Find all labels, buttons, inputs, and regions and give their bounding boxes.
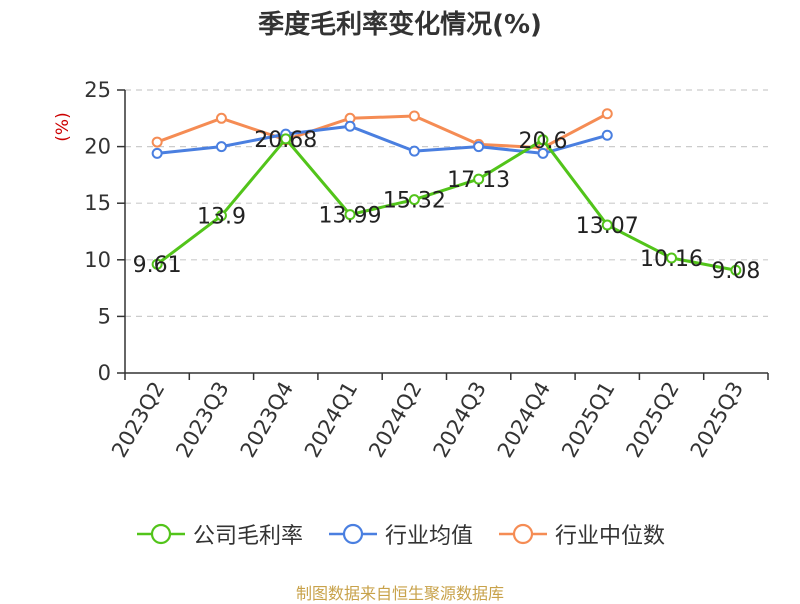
data-point bbox=[215, 112, 227, 124]
x-tick-label: 2024Q3 bbox=[429, 378, 491, 462]
series-line bbox=[156, 124, 608, 155]
data-label: 15.32 bbox=[383, 189, 446, 214]
data-point bbox=[151, 136, 163, 148]
legend-item[interactable]: 行业均值 bbox=[327, 518, 473, 550]
y-tick-label: 25 bbox=[84, 78, 111, 102]
data-point bbox=[601, 108, 613, 120]
legend-item[interactable]: 公司毛利率 bbox=[135, 518, 303, 550]
data-point bbox=[280, 133, 292, 145]
data-point bbox=[537, 147, 549, 159]
x-tick-label: 2023Q4 bbox=[236, 378, 298, 462]
x-tick-label: 2024Q1 bbox=[300, 378, 362, 462]
legend-label: 行业均值 bbox=[384, 524, 473, 549]
grid-lines bbox=[125, 89, 768, 317]
legend-marker-icon bbox=[136, 523, 185, 545]
data-point bbox=[408, 110, 420, 122]
x-tick-label: 2024Q4 bbox=[493, 378, 555, 462]
y-tick-label: 15 bbox=[84, 191, 111, 215]
data-point bbox=[151, 147, 163, 159]
data-point bbox=[151, 258, 163, 270]
legend-item[interactable]: 行业中位数 bbox=[497, 518, 665, 550]
y-axis-label: (%) bbox=[53, 112, 73, 141]
legend-label: 行业中位数 bbox=[555, 524, 666, 549]
data-label: 9.61 bbox=[133, 253, 182, 278]
data-label: 9.08 bbox=[711, 259, 760, 284]
data-point bbox=[601, 129, 613, 141]
data-point bbox=[408, 145, 420, 157]
data-point bbox=[344, 209, 356, 221]
series-lines bbox=[151, 108, 742, 276]
x-tick-label: 2025Q3 bbox=[686, 378, 748, 462]
x-tick-label: 2023Q3 bbox=[171, 378, 233, 462]
y-tick-label: 0 bbox=[98, 361, 111, 385]
x-tick-label: 2023Q2 bbox=[107, 378, 169, 462]
data-label: 20.68 bbox=[254, 128, 317, 153]
data-label: 17.13 bbox=[447, 168, 510, 193]
data-point bbox=[215, 141, 227, 153]
data-point bbox=[473, 173, 485, 185]
data-point bbox=[601, 219, 613, 231]
legend-marker-icon bbox=[328, 523, 377, 545]
series-line bbox=[156, 137, 737, 272]
legend: 公司毛利率 行业均值 行业中位数 bbox=[0, 518, 800, 550]
x-tick-label: 2025Q2 bbox=[621, 378, 683, 462]
legend-label: 公司毛利率 bbox=[192, 524, 303, 549]
data-label: 13.9 bbox=[197, 205, 246, 230]
data-label: 13.99 bbox=[319, 204, 382, 229]
source-footer: 制图数据来自恒生聚源数据库 bbox=[295, 584, 504, 603]
x-tick-label: 2025Q1 bbox=[557, 378, 619, 462]
data-point bbox=[473, 141, 485, 153]
y-tick-label: 20 bbox=[84, 135, 111, 159]
data-label: 20.6 bbox=[518, 129, 567, 154]
data-point bbox=[215, 210, 227, 222]
data-label: 10.16 bbox=[640, 247, 703, 272]
data-point bbox=[666, 252, 678, 264]
chart-title: 季度毛利率变化情况(%) bbox=[258, 10, 542, 40]
legend-marker-icon bbox=[499, 523, 547, 545]
y-tick-label: 10 bbox=[84, 248, 111, 272]
data-point bbox=[344, 120, 356, 132]
x-tick-label: 2024Q2 bbox=[364, 378, 426, 462]
data-point bbox=[730, 264, 742, 276]
data-label: 13.07 bbox=[576, 214, 639, 239]
data-point bbox=[408, 194, 420, 206]
data-point bbox=[537, 134, 549, 146]
y-tick-label: 5 bbox=[98, 304, 111, 328]
